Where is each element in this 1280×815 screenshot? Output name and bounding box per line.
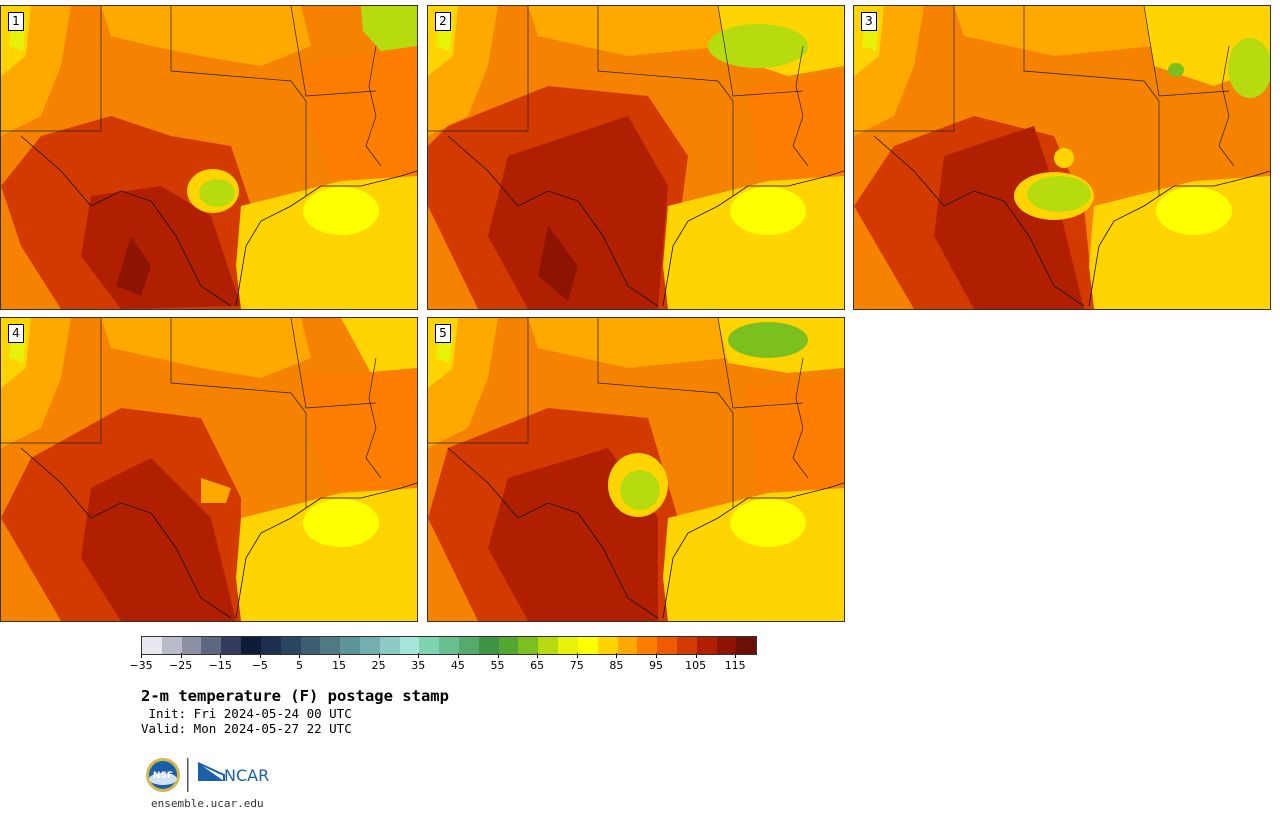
temperature-map-2 bbox=[428, 6, 844, 309]
temperature-map-4 bbox=[1, 318, 417, 621]
colorbar-cell bbox=[161, 637, 182, 654]
panel-label-5: 5 bbox=[435, 324, 451, 343]
colorbar-cell bbox=[696, 637, 717, 654]
init-time: Init: Fri 2024-05-24 00 UTC bbox=[141, 706, 352, 721]
colorbar-tick-label: 35 bbox=[411, 659, 426, 672]
panel-label-2: 2 bbox=[435, 12, 451, 31]
colorbar-tick bbox=[299, 653, 301, 658]
colorbar-cell bbox=[419, 637, 440, 654]
nsf-logo-text: NSF bbox=[153, 771, 173, 781]
colorbar-tick bbox=[141, 653, 142, 658]
colorbar-tick-label: 95 bbox=[648, 659, 663, 672]
colorbar-tick-label: −25 bbox=[169, 659, 193, 672]
colorbar-tick-label: 105 bbox=[685, 659, 707, 672]
colorbar-tick bbox=[537, 653, 539, 658]
valid-time: Valid: Mon 2024-05-27 22 UTC bbox=[141, 721, 352, 736]
colorbar-cell bbox=[558, 637, 578, 654]
colorbar-cell bbox=[399, 637, 420, 654]
colorbar-cell bbox=[459, 637, 479, 654]
colorbar-tick bbox=[497, 653, 499, 658]
colorbar-tick bbox=[576, 653, 578, 658]
colorbar-tick bbox=[735, 653, 737, 658]
colorbar-tick-label: 55 bbox=[490, 659, 505, 672]
colorbar-cell bbox=[359, 637, 380, 654]
postage-stamp-panel-5: 5 bbox=[427, 317, 845, 622]
colorbar-cell bbox=[320, 637, 341, 654]
colorbar-cell bbox=[597, 637, 618, 654]
colorbar-cell bbox=[657, 637, 677, 654]
colorbar-tick-label: 115 bbox=[724, 659, 746, 672]
colorbar-tick-label: 75 bbox=[569, 659, 584, 672]
ncar-logo: NCAR bbox=[197, 762, 269, 785]
colorbar-cell bbox=[478, 637, 499, 654]
colorbar-cell bbox=[379, 637, 400, 654]
colorbar-tick bbox=[655, 653, 657, 658]
colorbar-tick-label: −35 bbox=[129, 659, 153, 672]
colorbar-cell bbox=[676, 637, 697, 654]
colorbar-cell bbox=[716, 637, 737, 654]
colorbar-tick-label: 45 bbox=[450, 659, 465, 672]
postage-stamp-panel-4: 4 bbox=[0, 317, 418, 622]
colorbar-tick-label: 5 bbox=[295, 659, 303, 672]
colorbar-cell bbox=[518, 637, 539, 654]
sponsor-logos: NSF NCAR bbox=[144, 755, 274, 795]
postage-stamp-panel-1: 1 bbox=[0, 5, 418, 310]
postage-stamp-panel-3: 3 bbox=[853, 5, 1271, 310]
ncar-logo-text: NCAR bbox=[224, 766, 269, 785]
temperature-map-1 bbox=[1, 6, 417, 309]
colorbar-tick bbox=[259, 653, 261, 658]
colorbar-cell bbox=[280, 637, 301, 654]
colorbar-cell bbox=[736, 637, 757, 654]
colorbar-tick bbox=[695, 653, 697, 658]
colorbar-cell bbox=[201, 637, 222, 654]
colorbar-tick bbox=[339, 653, 341, 658]
colorbar-tick bbox=[457, 653, 459, 658]
colorbar-ticks: −35 −25 −15 −5 5 15 25 35 45 55 65 75 85 95 105 115 bbox=[129, 653, 757, 673]
colorbar-tick-label: −15 bbox=[208, 659, 232, 672]
temperature-colorbar bbox=[141, 636, 757, 655]
colorbar-cell bbox=[241, 637, 261, 654]
colorbar-tick-label: 65 bbox=[530, 659, 545, 672]
colorbar-cell bbox=[617, 637, 638, 654]
colorbar-tick-label: −5 bbox=[251, 659, 268, 672]
colorbar-tick-label: 85 bbox=[609, 659, 624, 672]
site-url: ensemble.ucar.edu bbox=[151, 797, 264, 810]
nsf-logo: NSF bbox=[146, 758, 180, 792]
colorbar-cell bbox=[221, 637, 242, 654]
colorbar-cell bbox=[439, 637, 459, 654]
colorbar-tick bbox=[180, 653, 182, 658]
colorbar-cell bbox=[260, 637, 281, 654]
colorbar-tick-label: 25 bbox=[371, 659, 386, 672]
colorbar-cell bbox=[538, 637, 559, 654]
panel-label-1: 1 bbox=[8, 12, 24, 31]
colorbar-tick bbox=[616, 653, 618, 658]
colorbar-cell bbox=[498, 637, 519, 654]
colorbar-cell bbox=[142, 637, 162, 654]
temperature-map-5 bbox=[428, 318, 844, 621]
colorbar-tick bbox=[378, 653, 380, 658]
colorbar-tick bbox=[418, 653, 420, 658]
colorbar-cell bbox=[637, 637, 658, 654]
colorbar-tick bbox=[220, 653, 222, 658]
postage-stamp-panel-2: 2 bbox=[427, 5, 845, 310]
panel-label-4: 4 bbox=[8, 324, 24, 343]
panel-label-3: 3 bbox=[861, 12, 877, 31]
colorbar-tick-label: 15 bbox=[332, 659, 347, 672]
colorbar-cell bbox=[300, 637, 321, 654]
colorbar-cell bbox=[577, 637, 598, 654]
chart-title: 2-m temperature (F) postage stamp bbox=[141, 687, 449, 705]
colorbar-cell bbox=[340, 637, 360, 654]
colorbar-cell bbox=[181, 637, 202, 654]
temperature-map-3 bbox=[854, 6, 1270, 309]
